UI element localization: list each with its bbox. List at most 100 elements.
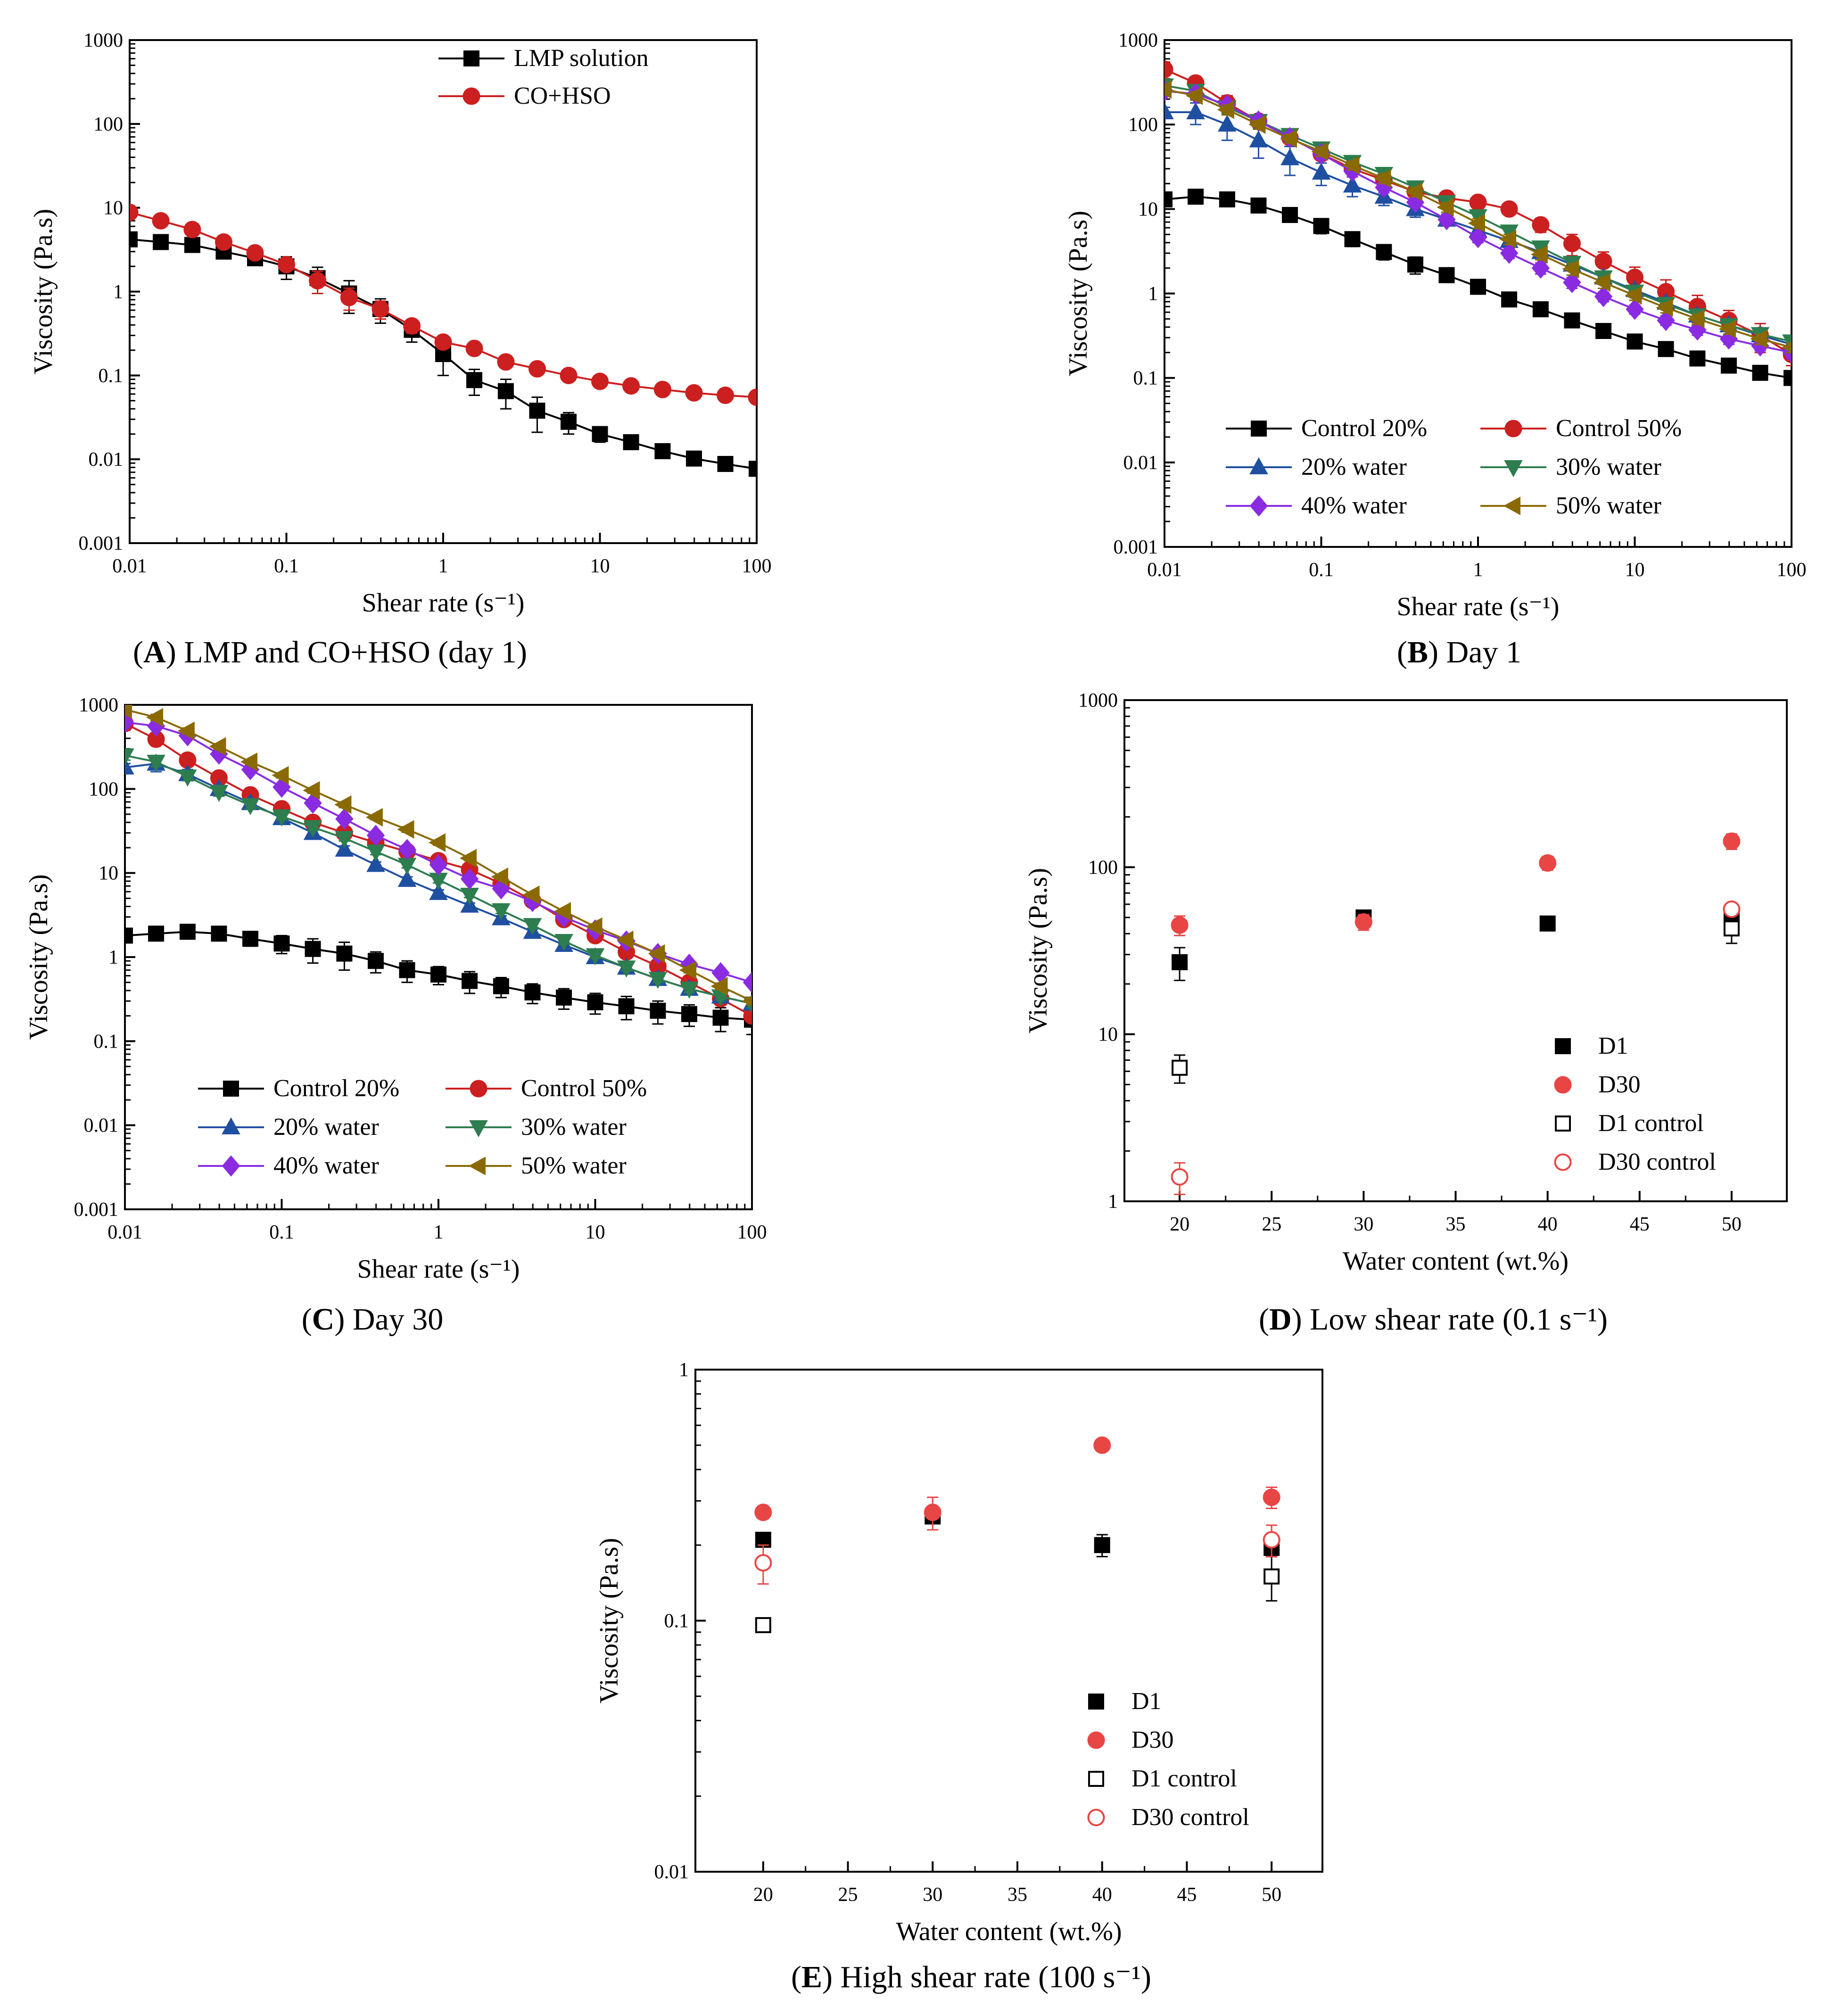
legend-label: 30% water <box>1556 454 1661 480</box>
data-point <box>1539 854 1557 872</box>
legend-label: 30% water <box>521 1114 627 1140</box>
legend-label: Control 50% <box>1556 415 1682 442</box>
data-point <box>178 769 197 787</box>
data-point <box>618 998 635 1015</box>
data-point <box>278 256 295 273</box>
legend-label: CO+HSO <box>514 83 611 109</box>
data-point <box>1164 60 1173 78</box>
y-tick-label: 10 <box>1098 1024 1118 1046</box>
data-point <box>184 237 200 253</box>
legend-marker <box>1088 1771 1104 1787</box>
y-tick-label: 100 <box>89 778 118 800</box>
y-tick-label: 10 <box>99 863 118 884</box>
x-tick-label: 10 <box>586 1222 605 1243</box>
y-tick-label: 0.001 <box>79 533 124 554</box>
data-point <box>434 333 452 351</box>
x-tick-label: 100 <box>742 555 772 577</box>
data-point <box>1354 913 1372 931</box>
data-point <box>179 924 196 940</box>
legend-label: LMP solution <box>514 45 649 72</box>
data-point <box>524 984 541 1000</box>
caption-text: Low shear rate (0.1 s⁻¹) <box>1302 1302 1608 1337</box>
data-point <box>1500 242 1519 264</box>
data-point <box>522 885 540 904</box>
y-axis-title: Viscosity (Pa.s) <box>1064 211 1093 376</box>
data-point <box>1172 954 1188 970</box>
y-tick-label: 1000 <box>1078 690 1118 711</box>
data-point <box>1248 115 1266 134</box>
data-point <box>1626 298 1644 320</box>
data-point <box>1263 1568 1280 1585</box>
caption-text: High shear rate (100 s⁻¹) <box>833 1960 1151 1994</box>
data-point <box>125 705 132 719</box>
data-point <box>1185 86 1203 105</box>
legend-A: LMP solution CO+HSO <box>438 45 649 109</box>
y-axis-title: Viscosity (Pa.s) <box>1024 868 1053 1033</box>
data-point <box>622 377 640 395</box>
data-point <box>523 918 542 935</box>
data-point <box>1250 197 1267 214</box>
data-point <box>209 785 229 802</box>
caption-letter: A <box>143 635 166 669</box>
data-point <box>177 721 195 741</box>
legend-marker <box>470 1080 487 1098</box>
x-axis-title: Shear rate (s⁻¹) <box>1397 592 1560 621</box>
data-point <box>712 1009 729 1026</box>
data-point <box>1532 301 1549 318</box>
data-point <box>492 903 511 920</box>
legend-label: D30 control <box>1598 1148 1716 1175</box>
y-tick-label: 10 <box>103 198 123 219</box>
data-point <box>1752 364 1768 381</box>
data-point <box>460 887 479 905</box>
caption-E: (E) High shear rate (100 s⁻¹) <box>791 1960 1151 1994</box>
data-point <box>466 372 483 388</box>
data-point <box>241 798 260 816</box>
data-point <box>717 456 734 472</box>
x-tick-label: 50 <box>1262 1884 1281 1906</box>
data-point <box>303 781 320 800</box>
legend-label: D1 control <box>1131 1765 1237 1792</box>
caption-paren-open: ( <box>1397 635 1407 669</box>
x-tick-label: 0.1 <box>1309 559 1334 581</box>
caption-B: (B) Day 1 <box>1397 635 1521 669</box>
y-tick-label: 0.01 <box>84 1115 119 1137</box>
data-point <box>397 820 414 839</box>
data-point <box>365 808 383 827</box>
data-point <box>1627 333 1643 350</box>
data-point <box>679 960 696 980</box>
y-tick-label: 1 <box>679 1359 689 1381</box>
data-point <box>1564 312 1580 329</box>
legend-label: D1 <box>1131 1688 1162 1715</box>
data-point <box>1469 227 1487 248</box>
data-point <box>553 902 571 921</box>
x-tick-label: 35 <box>1007 1884 1027 1906</box>
data-point <box>403 317 421 335</box>
legend-marker <box>1087 1731 1105 1749</box>
data-point <box>1594 252 1612 270</box>
x-tick-label: 35 <box>1446 1214 1466 1235</box>
data-point <box>428 833 446 852</box>
y-tick-label: 100 <box>93 114 123 135</box>
data-point <box>648 944 665 963</box>
y-tick-label: 0.001 <box>1114 537 1158 558</box>
data-point <box>335 831 354 848</box>
data-point <box>366 825 385 846</box>
data-point <box>1342 156 1360 175</box>
data-point <box>1374 169 1391 188</box>
data-point <box>209 737 226 756</box>
y-tick-label: 1000 <box>83 30 123 51</box>
data-point <box>754 1504 772 1521</box>
x-axis-title: Water content (wt.%) <box>896 1917 1122 1946</box>
data-point <box>1532 216 1550 234</box>
data-point <box>529 403 545 419</box>
y-tick-label: 10 <box>1138 198 1158 220</box>
data-point <box>1218 115 1237 132</box>
data-point <box>334 795 352 814</box>
data-point <box>561 413 577 430</box>
data-point <box>430 967 446 983</box>
data-point <box>1188 189 1204 205</box>
data-point <box>1723 832 1741 850</box>
data-point <box>592 426 608 442</box>
caption-paren-close: ) <box>166 635 176 669</box>
